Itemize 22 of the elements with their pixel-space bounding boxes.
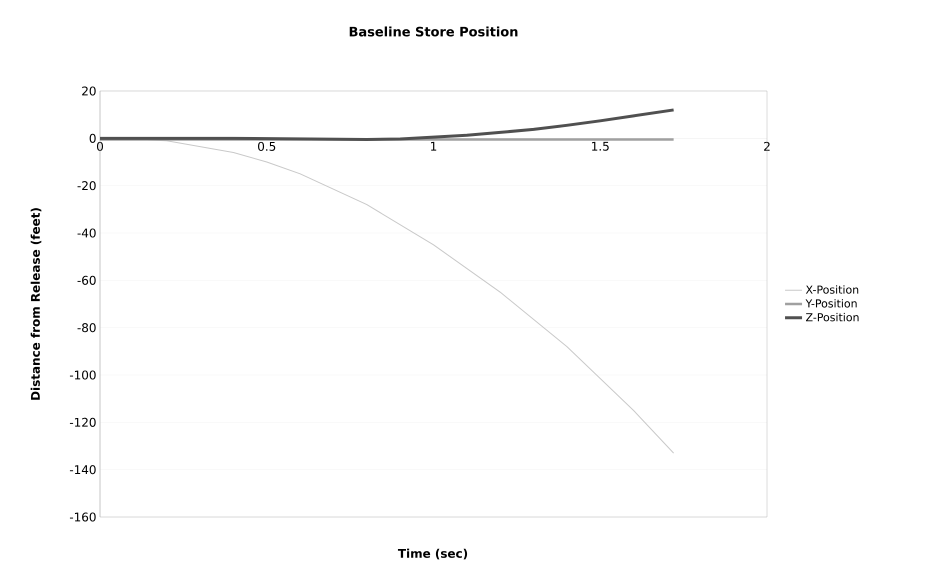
y-tick-label: -40: [78, 228, 96, 238]
y-tick-label: -120: [70, 418, 96, 427]
y-tick-label: 0: [90, 134, 96, 143]
y-tick-label: -160: [70, 512, 96, 522]
x-axis-title: Time (sec): [398, 548, 468, 560]
y-tick-label: -20: [78, 181, 96, 190]
x-tick-label: 1: [431, 142, 436, 151]
y-tick-label: -80: [78, 323, 96, 332]
y-tick-label: -100: [70, 370, 96, 380]
x-tick-label: 2: [764, 142, 770, 151]
legend-label: Z-Position: [806, 312, 859, 322]
line-series: [98, 108, 676, 142]
y-tick-label: 20: [82, 86, 96, 96]
y-axis-title: Distance from Release (feet): [30, 208, 42, 400]
x-tick-label: 0.5: [258, 142, 276, 151]
y-tick-label: -140: [70, 465, 96, 474]
legend-label: Y-Position: [806, 299, 857, 308]
legend-label: X-Position: [806, 285, 858, 294]
y-tick-label: -60: [78, 276, 96, 285]
x-tick-label: 0: [96, 142, 104, 151]
x-tick-label: 1.5: [592, 142, 609, 151]
chart-title: Baseline Store Position: [350, 26, 518, 36]
